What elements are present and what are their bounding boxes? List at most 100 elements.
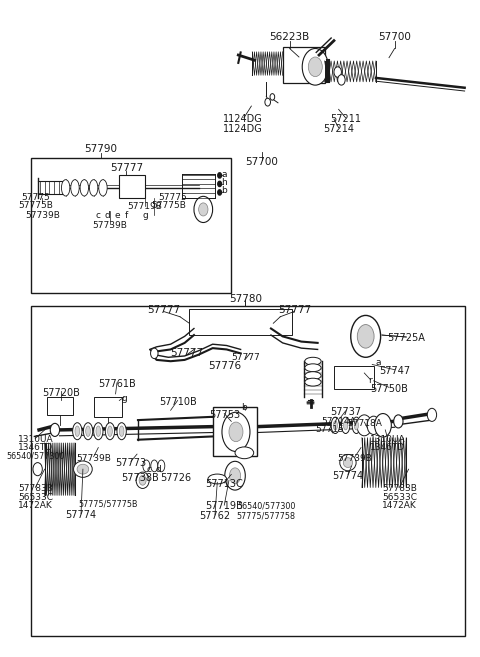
Bar: [334, 366, 373, 389]
Circle shape: [351, 315, 381, 357]
Text: c: c: [146, 464, 151, 474]
Bar: [94, 397, 121, 417]
Ellipse shape: [354, 420, 359, 430]
Circle shape: [199, 203, 208, 216]
Text: 57720B: 57720B: [42, 388, 80, 397]
Ellipse shape: [352, 417, 360, 434]
Text: 57773: 57773: [115, 458, 146, 468]
Circle shape: [218, 181, 221, 187]
Bar: [283, 47, 324, 83]
Ellipse shape: [208, 474, 227, 484]
Ellipse shape: [158, 460, 165, 472]
Circle shape: [229, 468, 240, 484]
Circle shape: [222, 412, 250, 451]
Circle shape: [194, 196, 213, 223]
Ellipse shape: [117, 422, 126, 440]
Ellipse shape: [139, 476, 146, 485]
Text: 1346TD: 1346TD: [370, 443, 405, 452]
Text: 57739B: 57739B: [76, 453, 111, 463]
Ellipse shape: [105, 422, 115, 440]
Circle shape: [302, 49, 328, 85]
Text: 57747: 57747: [379, 366, 410, 376]
Text: c: c: [96, 212, 101, 221]
Text: 57719B: 57719B: [128, 202, 162, 212]
Text: 57700: 57700: [378, 32, 411, 42]
Ellipse shape: [340, 455, 356, 471]
Ellipse shape: [305, 357, 321, 365]
Text: 57775B: 57775B: [151, 201, 186, 210]
Text: 57776: 57776: [208, 361, 241, 371]
Text: e: e: [114, 212, 120, 221]
Ellipse shape: [151, 460, 158, 472]
Text: 57714A: 57714A: [321, 417, 356, 426]
Text: 57211: 57211: [330, 114, 361, 124]
Circle shape: [33, 463, 42, 476]
Ellipse shape: [61, 179, 70, 196]
Text: 57715: 57715: [315, 425, 344, 434]
Ellipse shape: [99, 179, 107, 196]
Text: 57710B: 57710B: [159, 397, 196, 407]
Bar: [189, 309, 292, 335]
Ellipse shape: [86, 426, 90, 436]
Text: 57783B: 57783B: [382, 484, 417, 493]
Text: 57777: 57777: [147, 306, 180, 315]
Ellipse shape: [305, 378, 321, 386]
Text: b: b: [241, 403, 247, 411]
Text: d: d: [105, 212, 110, 221]
Ellipse shape: [333, 420, 337, 430]
Ellipse shape: [71, 179, 79, 196]
Ellipse shape: [80, 179, 88, 196]
Ellipse shape: [77, 464, 89, 474]
Text: 57762: 57762: [199, 511, 230, 521]
Circle shape: [50, 423, 60, 436]
Text: g: g: [121, 394, 127, 403]
Text: 56540/577300: 56540/577300: [237, 502, 296, 511]
Text: 57790: 57790: [84, 144, 117, 154]
Text: 57775/57775B: 57775/57775B: [78, 499, 137, 509]
Text: 1310UA: 1310UA: [17, 435, 53, 444]
Text: 57713C: 57713C: [205, 479, 243, 489]
Ellipse shape: [75, 426, 80, 436]
Ellipse shape: [72, 422, 82, 440]
Ellipse shape: [108, 426, 112, 436]
Text: 57775/577758: 57775/577758: [237, 512, 296, 521]
Text: 57719B: 57719B: [205, 501, 243, 511]
Circle shape: [218, 173, 221, 178]
Ellipse shape: [344, 420, 348, 430]
Text: 1472AK: 1472AK: [18, 501, 53, 510]
Text: a: a: [375, 358, 381, 367]
Text: 1124DG: 1124DG: [223, 114, 263, 124]
Ellipse shape: [143, 460, 150, 472]
Text: 56223B: 56223B: [269, 32, 310, 42]
Text: h: h: [221, 178, 227, 187]
Text: 57775B: 57775B: [18, 201, 53, 210]
Circle shape: [357, 415, 372, 436]
Ellipse shape: [94, 422, 103, 440]
Ellipse shape: [235, 447, 254, 459]
Circle shape: [308, 57, 322, 77]
Circle shape: [265, 98, 271, 106]
Text: r: r: [369, 376, 372, 386]
Text: 57777: 57777: [170, 348, 204, 358]
Ellipse shape: [343, 458, 353, 468]
Ellipse shape: [89, 179, 98, 196]
Circle shape: [367, 416, 380, 434]
Text: 57775: 57775: [158, 193, 187, 202]
Text: 56533C: 56533C: [382, 493, 417, 502]
Circle shape: [338, 75, 345, 85]
Text: g: g: [142, 212, 148, 221]
Text: 57738B: 57738B: [121, 472, 159, 483]
Text: 57783B: 57783B: [18, 484, 53, 493]
Text: 57775: 57775: [21, 193, 50, 202]
Text: 57750B: 57750B: [370, 384, 408, 394]
Ellipse shape: [84, 422, 93, 440]
Bar: [31, 158, 231, 292]
Text: 57718A: 57718A: [347, 419, 382, 428]
Text: 57774: 57774: [65, 510, 96, 520]
Ellipse shape: [341, 417, 350, 434]
Circle shape: [151, 348, 158, 359]
Ellipse shape: [73, 461, 92, 478]
Bar: [213, 407, 257, 456]
Text: b: b: [221, 186, 227, 195]
Text: 57780: 57780: [229, 294, 262, 304]
